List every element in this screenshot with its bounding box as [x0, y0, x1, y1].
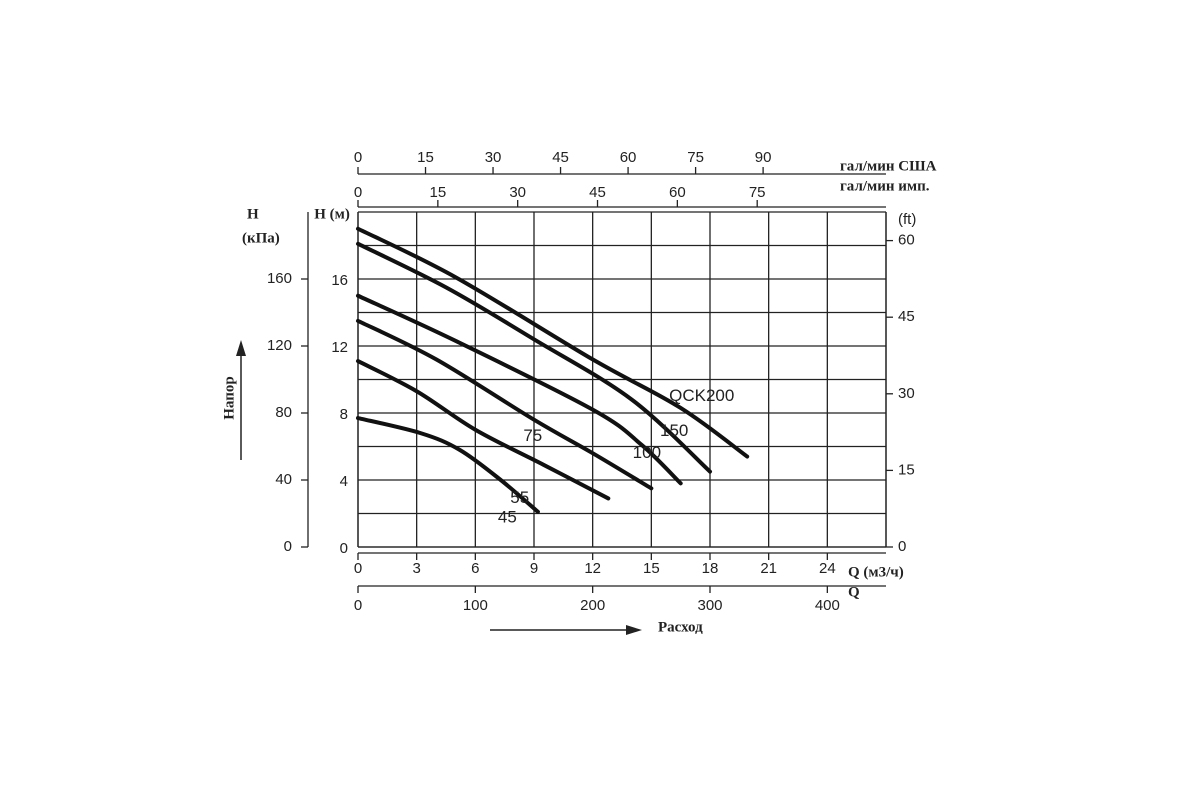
y-tick-label: 16 — [331, 272, 348, 289]
arrowhead — [626, 625, 642, 635]
x2-tick-label: 100 — [463, 597, 488, 614]
y2-label: (кПа) — [242, 230, 280, 246]
y2-tick-label: 40 — [275, 471, 292, 488]
curve — [356, 416, 540, 514]
x-tick-label: 15 — [643, 560, 660, 577]
curve — [356, 293, 683, 486]
x-tick-label: 24 — [819, 560, 836, 577]
y2-tick-label: 45 — [898, 308, 915, 325]
y-label: H (м) — [314, 206, 350, 222]
curve — [356, 318, 654, 491]
y2-tick-label: 160 — [267, 270, 292, 287]
y-tick-label: 4 — [340, 473, 348, 490]
x2-tick-label: 75 — [687, 149, 704, 166]
x-tick-label: 21 — [760, 560, 777, 577]
x-tick-label: 12 — [584, 560, 601, 577]
x2-tick-label: 60 — [620, 149, 637, 166]
x2-tick-label: 30 — [509, 184, 526, 201]
curve-label: 75 — [523, 426, 542, 445]
arrowhead — [236, 340, 246, 356]
x-label: Q (м3/ч) — [848, 564, 904, 580]
x2-tick-label: 45 — [552, 149, 569, 166]
x2-tick-label: 90 — [755, 149, 772, 166]
x2-tick-label: 15 — [429, 184, 446, 201]
x2-tick-label: 200 — [580, 597, 605, 614]
x-title: Расход — [658, 619, 703, 635]
curve-label: QCK200 — [669, 386, 734, 405]
y2-tick-label: 15 — [898, 461, 915, 478]
x2-tick-label: 60 — [669, 184, 686, 201]
curve-label: 150 — [660, 421, 688, 440]
y2-tick-label: 0 — [284, 538, 292, 555]
x2-tick-label: 0 — [354, 184, 362, 201]
curve — [356, 226, 750, 459]
y-tick-label: 0 — [340, 540, 348, 557]
x2-label: гал/мин США — [840, 158, 937, 174]
x-tick-label: 18 — [702, 560, 719, 577]
y2-tick-label: 60 — [898, 232, 915, 249]
x2-tick-label: 400 — [815, 597, 840, 614]
x2-label: Q — [848, 584, 860, 600]
x2-tick-label: 0 — [354, 597, 362, 614]
x2-tick-label: 0 — [354, 149, 362, 166]
curve-label: 55 — [510, 488, 529, 507]
x-tick-label: 0 — [354, 560, 362, 577]
y2-tick-label: 0 — [898, 538, 906, 555]
x2-tick-label: 15 — [417, 149, 434, 166]
y2-tick-label: 120 — [267, 337, 292, 354]
curve — [356, 359, 611, 501]
y2-tick-label: 80 — [275, 404, 292, 421]
y-title: Напор — [221, 376, 237, 419]
x2-tick-label: 300 — [697, 597, 722, 614]
x-tick-label: 6 — [471, 560, 479, 577]
x2-tick-label: 75 — [749, 184, 766, 201]
y2-label: (ft) — [898, 211, 916, 228]
x2-label: гал/мин имп. — [840, 178, 930, 194]
x-tick-label: 3 — [412, 560, 420, 577]
x-tick-label: 9 — [530, 560, 538, 577]
curve — [356, 241, 712, 474]
y2-label: H — [247, 206, 259, 222]
curve-label: 45 — [498, 507, 517, 526]
curve-label: 100 — [633, 443, 661, 462]
y2-tick-label: 30 — [898, 385, 915, 402]
x2-tick-label: 45 — [589, 184, 606, 201]
x2-tick-label: 30 — [485, 149, 502, 166]
y-tick-label: 12 — [331, 339, 348, 356]
y-tick-label: 8 — [340, 406, 348, 423]
